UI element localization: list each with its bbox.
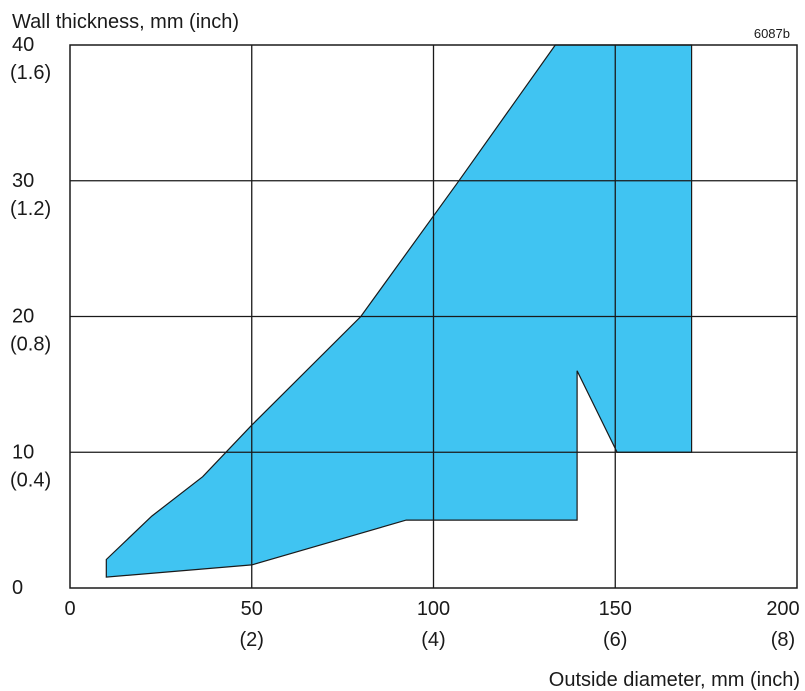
y-tick-label-40: 40	[12, 34, 34, 56]
y-tick-label-0: 0	[12, 577, 23, 599]
y-tick-label-30: 30	[12, 170, 34, 192]
operating-region	[105, 44, 693, 578]
y-axis-ticks: 0 10 (0.4) 20 (0.8) 30 (1.2) 40 (1.6)	[10, 34, 51, 599]
y-tick-label-10: 10	[12, 441, 34, 463]
figure-id: 6087b	[754, 26, 790, 41]
x-tick-sublabel-200: (8)	[771, 629, 795, 651]
x-tick-sublabel-150: (6)	[603, 629, 627, 651]
x-tick-label-150: 150	[599, 598, 632, 620]
x-tick-label-100: 100	[417, 598, 450, 620]
x-tick-sublabel-100: (4)	[421, 629, 445, 651]
y-tick-label-20: 20	[12, 306, 34, 328]
y-tick-sublabel-30: (1.2)	[10, 198, 51, 220]
plot-frame	[69, 44, 798, 589]
grid-lines	[70, 45, 797, 588]
y-tick-sublabel-10: (0.4)	[10, 469, 51, 491]
y-tick-sublabel-40: (1.6)	[10, 62, 51, 84]
x-axis-ticks: 0 50 (2) 100 (4) 150 (6) 200 (8)	[64, 598, 799, 651]
x-tick-label-0: 0	[64, 598, 75, 620]
y-axis-title: Wall thickness, mm (inch)	[12, 11, 239, 33]
x-axis-title: Outside diameter, mm (inch)	[549, 669, 800, 691]
y-tick-sublabel-20: (0.8)	[10, 334, 51, 356]
x-tick-sublabel-50: (2)	[240, 629, 264, 651]
x-tick-label-200: 200	[766, 598, 799, 620]
x-tick-label-50: 50	[241, 598, 263, 620]
